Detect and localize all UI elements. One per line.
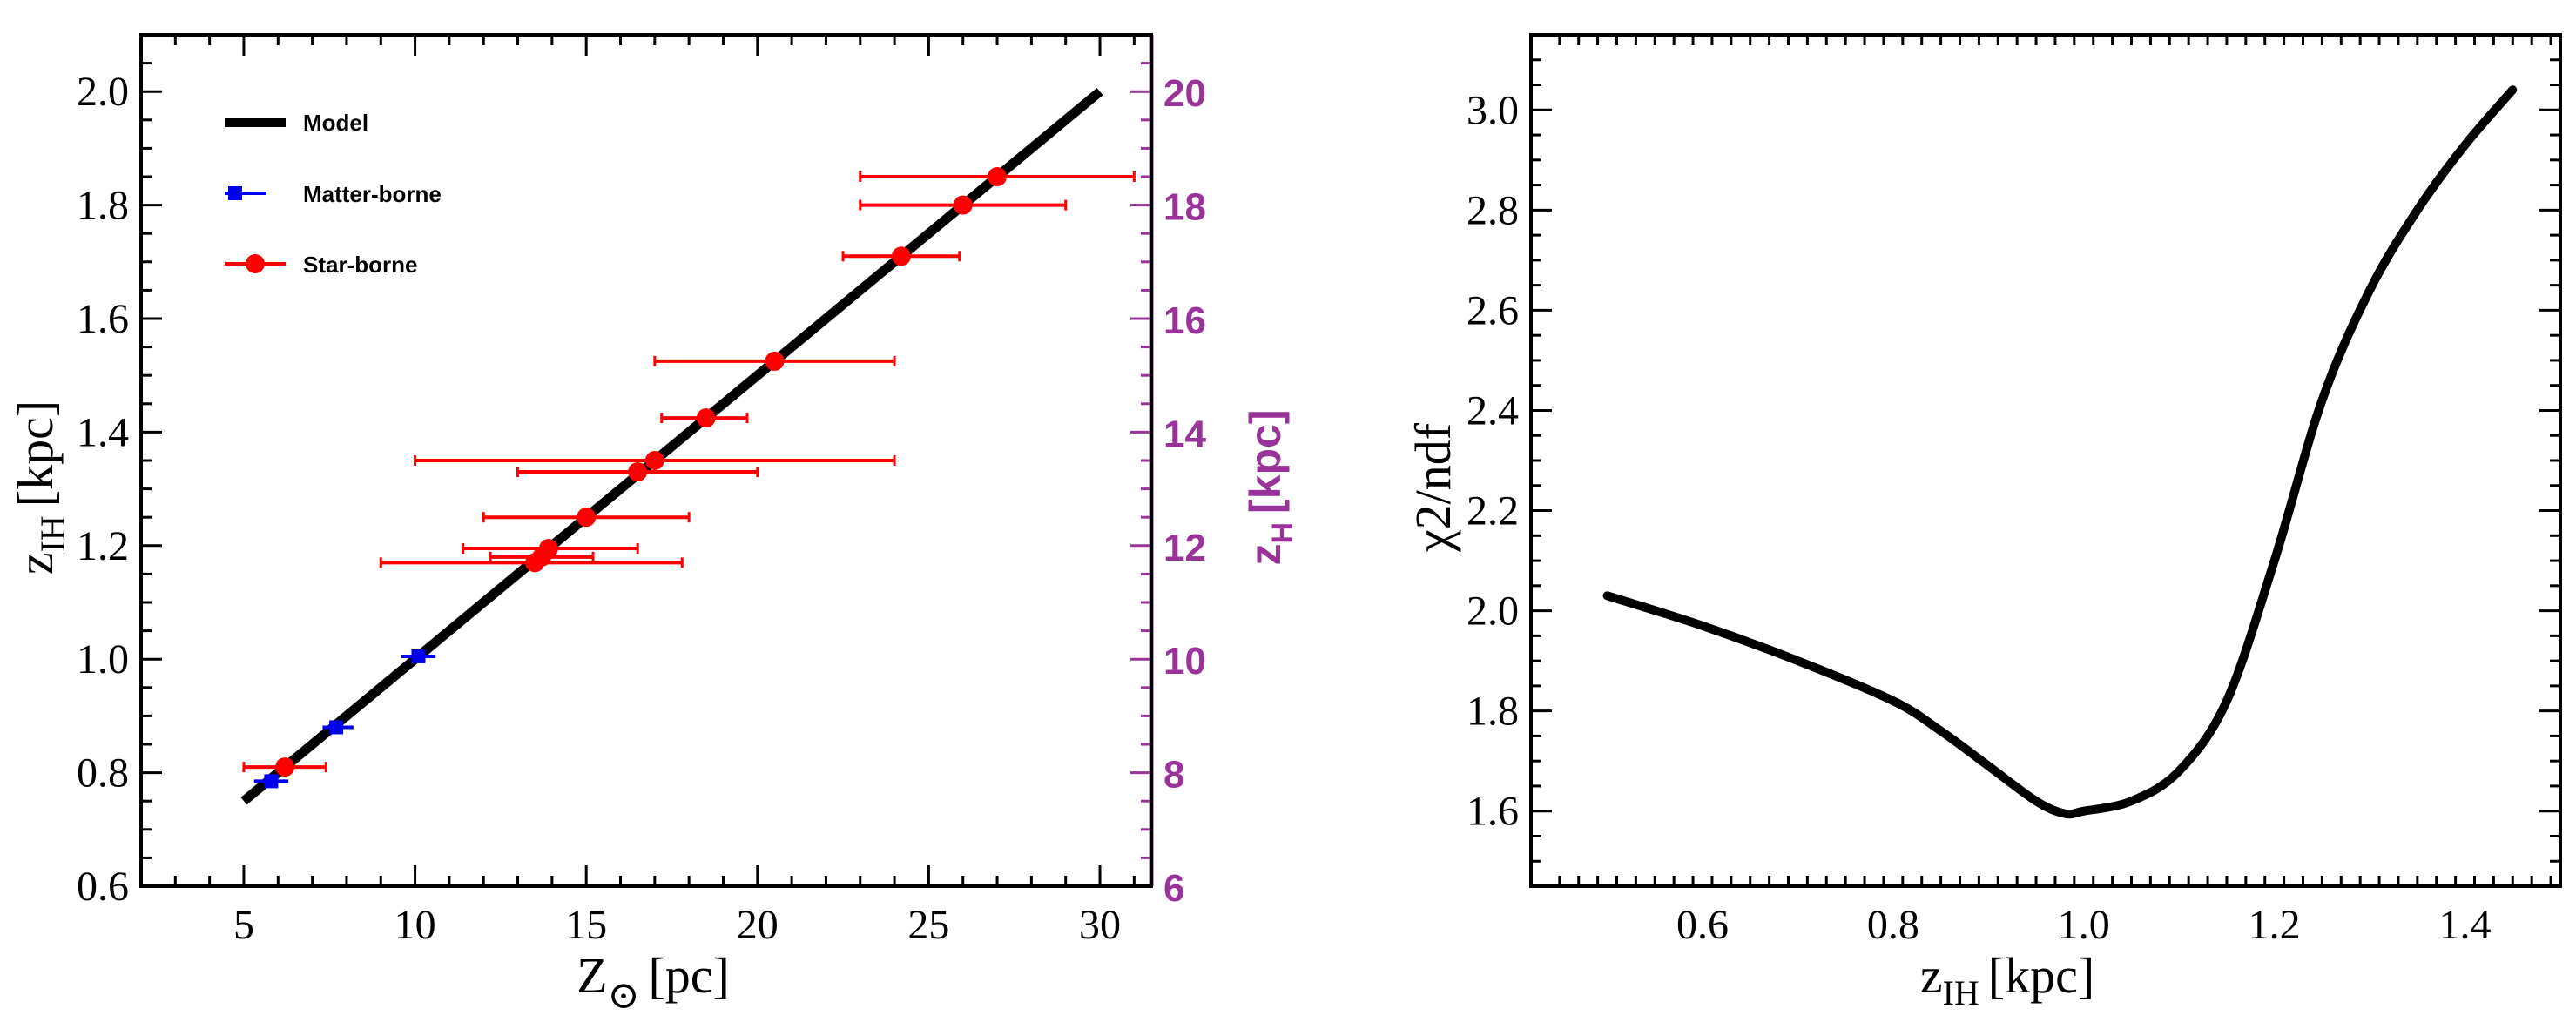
x-tick-label: 1.2 (2249, 902, 2301, 948)
y-tick-label: 1.6 (77, 296, 129, 342)
star-point (628, 462, 648, 482)
star-point (891, 246, 911, 266)
star-point (577, 508, 597, 528)
x-tick-label: 20 (737, 902, 779, 948)
legend: Model Matter-borne Star-borne (225, 110, 442, 278)
y-axis-title-sub: IH (33, 515, 72, 552)
x-axis-title-unit: [pc] (648, 947, 729, 1004)
matter-point (329, 720, 344, 735)
right-plot-frame (1529, 33, 2562, 888)
star-point (696, 408, 716, 428)
y2-axis-title-unit: [kpc] (1241, 409, 1290, 513)
right-x-axis-title: zIH [kpc] (1920, 947, 2094, 1012)
y-tick-label: 1.8 (77, 183, 129, 229)
y2-tick-label: 14 (1163, 413, 1206, 455)
y2-tick-label: 8 (1163, 754, 1184, 797)
y-tick-label: 2.0 (77, 69, 129, 115)
y-tick-label: 1.0 (77, 636, 129, 682)
star-point (644, 451, 664, 470)
right-x-axis-title-sub: IH (1943, 973, 1979, 1012)
y-tick-label: 1.2 (77, 523, 129, 569)
x-tick-label: 0.6 (1676, 902, 1729, 948)
y-tick-label: 3.0 (1467, 87, 1519, 133)
star-point (765, 351, 785, 371)
right-x-axis-title-unit: [kpc] (1988, 947, 2094, 1004)
legend-model-label: Model (303, 110, 368, 136)
x-tick-label: 30 (1079, 902, 1121, 948)
left-plot-frame (139, 33, 1153, 888)
y-tick-label: 2.0 (1467, 588, 1519, 635)
chi2-curve (1602, 85, 2518, 819)
y2-axis-title-main: z (1241, 544, 1290, 566)
y2-tick-label: 20 (1163, 72, 1206, 115)
right-axis-ticks (1531, 33, 2560, 888)
x-tick-label: 1.4 (2439, 902, 2492, 948)
y-tick-label: 2.8 (1467, 187, 1519, 233)
legend-matter-marker (228, 186, 242, 200)
star-point (538, 539, 558, 559)
left-y-axis-title: zIH [kpc] (7, 400, 72, 575)
right-chart-panel: 0.6 0.8 1.0 1.2 1.41.61.82.02.22.42.62.83.0 … (1405, 33, 2562, 1012)
y-tick-label: 1.4 (77, 409, 129, 455)
legend-star-marker (246, 254, 265, 273)
left-x-axis-title: Z⊙ [pc] (577, 947, 730, 1017)
y-axis-title-unit: [kpc] (7, 400, 64, 507)
y2-tick-label: 16 (1163, 299, 1206, 342)
x-tick-label: 1.0 (2058, 902, 2110, 948)
matter-point (411, 649, 426, 663)
x-tick-label: 5 (233, 902, 254, 948)
y-tick-label: 2.2 (1467, 488, 1519, 535)
sun-symbol: ⊙ (608, 974, 640, 1017)
y-tick-label: 1.6 (1467, 789, 1519, 835)
legend-matter-label: Matter-borne (303, 181, 442, 207)
x-axis-title-main: Z (577, 947, 607, 1004)
star-point (953, 195, 973, 215)
legend-star-label: Star-borne (303, 252, 417, 278)
left-tick-labels: 5 10 15 20 25 30 0.6 0.8 1.0 1.2 1.4 1.6 1.8 2.0 6 8 10 1… (77, 69, 1206, 948)
right-y-axis-title: zH [kpc] (1241, 409, 1299, 565)
star-point (988, 167, 1008, 186)
matter-point (264, 774, 279, 789)
x-tick-label: 0.8 (1867, 902, 1919, 948)
star-point (275, 757, 295, 777)
y-tick-label: 2.4 (1467, 387, 1519, 434)
y2-axis-title-sub: H (1266, 522, 1299, 544)
y-tick-label: 0.8 (77, 750, 129, 797)
y2-tick-label: 10 (1163, 640, 1206, 682)
left-chart-panel: 5 10 15 20 25 30 0.6 0.8 1.0 1.2 1.4 1.6 1.8 2.0 6 8 10 1… (7, 33, 1299, 1017)
x-tick-label: 25 (907, 902, 949, 948)
y-tick-label: 2.6 (1467, 287, 1519, 333)
right-y-axis-title-chi2: χ2/ndf (1405, 422, 1461, 553)
data-points-group (242, 167, 1136, 789)
y-tick-label: 1.8 (1467, 689, 1519, 735)
y2-tick-label: 12 (1163, 527, 1206, 569)
y2-tick-label: 6 (1163, 867, 1184, 910)
y2-tick-label: 18 (1163, 186, 1206, 229)
right-x-axis-title-main: z (1920, 947, 1943, 1004)
x-tick-label: 15 (565, 902, 607, 948)
right-tick-labels: 0.6 0.8 1.0 1.2 1.4 1.6 1.8 2.0 2.2 2.4 2.6 2.8 3.0 (1467, 87, 2492, 948)
y-tick-label: 0.6 (77, 864, 129, 910)
x-tick-label: 10 (394, 902, 436, 948)
y-axis-title-main: z (7, 552, 64, 575)
